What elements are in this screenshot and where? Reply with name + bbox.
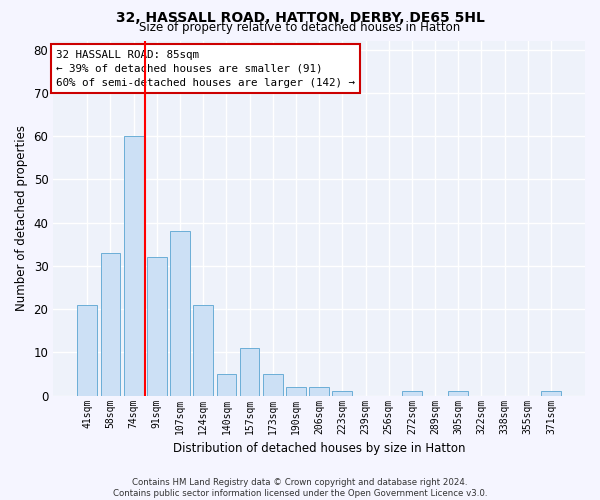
Bar [263,374,283,396]
Text: Size of property relative to detached houses in Hatton: Size of property relative to detached ho… [139,21,461,34]
Bar [402,392,422,396]
Bar [448,392,468,396]
Bar [240,348,259,396]
Bar [541,392,561,396]
Text: 32, HASSALL ROAD, HATTON, DERBY, DE65 5HL: 32, HASSALL ROAD, HATTON, DERBY, DE65 5H… [116,11,484,25]
Bar [77,305,97,396]
Bar [147,257,167,396]
Bar [170,232,190,396]
Bar [286,387,306,396]
Text: Contains HM Land Registry data © Crown copyright and database right 2024.
Contai: Contains HM Land Registry data © Crown c… [113,478,487,498]
Bar [101,253,121,396]
Bar [193,305,213,396]
Bar [309,387,329,396]
Text: 32 HASSALL ROAD: 85sqm
← 39% of detached houses are smaller (91)
60% of semi-det: 32 HASSALL ROAD: 85sqm ← 39% of detached… [56,50,355,88]
Bar [332,392,352,396]
Bar [124,136,143,396]
Bar [217,374,236,396]
X-axis label: Distribution of detached houses by size in Hatton: Distribution of detached houses by size … [173,442,466,455]
Y-axis label: Number of detached properties: Number of detached properties [15,126,28,312]
